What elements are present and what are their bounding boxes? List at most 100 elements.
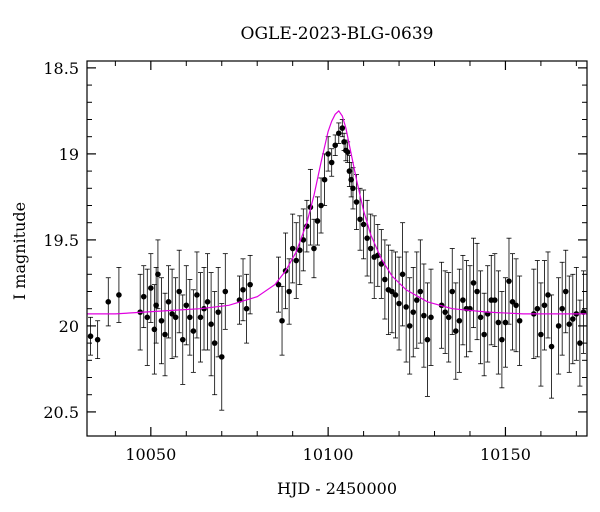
data-point xyxy=(332,142,339,149)
data-point xyxy=(346,168,353,174)
data-point xyxy=(364,235,370,241)
data-point xyxy=(545,292,551,298)
data-point xyxy=(442,309,448,315)
data-point xyxy=(577,340,583,346)
data-point xyxy=(562,288,569,295)
data-point xyxy=(243,305,250,312)
data-point xyxy=(449,288,456,295)
data-point xyxy=(417,288,424,295)
data-point xyxy=(314,218,321,224)
data-point xyxy=(218,354,225,360)
data-point xyxy=(211,340,218,346)
data-point xyxy=(538,331,544,338)
data-point xyxy=(566,321,573,327)
data-point xyxy=(477,314,484,321)
data-point xyxy=(172,314,179,321)
data-point xyxy=(413,297,420,303)
data-point xyxy=(311,245,317,252)
data-point xyxy=(548,343,555,350)
data-point xyxy=(158,317,165,324)
data-point xyxy=(421,312,427,319)
x-tick-label: 10100 xyxy=(303,445,354,464)
data-point xyxy=(318,202,324,209)
data-point xyxy=(222,288,229,295)
data-point xyxy=(559,305,565,312)
data-point xyxy=(509,299,516,305)
data-point xyxy=(460,297,466,303)
y-axis-label: I magnitude xyxy=(10,202,29,300)
data-point xyxy=(183,302,190,309)
data-point xyxy=(247,281,253,288)
data-point xyxy=(176,288,182,295)
data-point xyxy=(424,336,431,343)
data-point xyxy=(399,271,406,278)
data-point xyxy=(350,185,356,192)
data-point xyxy=(403,304,409,310)
data-point xyxy=(570,316,576,322)
plot-frame xyxy=(86,60,588,437)
model-curve xyxy=(87,109,587,315)
x-tick-label: 10150 xyxy=(480,445,531,464)
data-point xyxy=(300,237,307,243)
data-point xyxy=(215,309,222,315)
data-point xyxy=(406,323,413,329)
data-point xyxy=(474,288,480,295)
data-point xyxy=(321,176,328,183)
data-point xyxy=(153,302,159,309)
data-point xyxy=(148,285,154,291)
data-point xyxy=(179,336,186,343)
data-point xyxy=(541,302,548,309)
data-point xyxy=(506,278,512,284)
data-point xyxy=(204,299,211,305)
x-tick-label: 10050 xyxy=(125,445,176,464)
data-point xyxy=(162,331,168,338)
data-point xyxy=(240,286,246,293)
data-point xyxy=(286,288,292,295)
data-point xyxy=(513,302,519,309)
data-point xyxy=(555,323,562,329)
data-point xyxy=(348,176,354,183)
y-tick-label: 19 xyxy=(59,145,79,164)
data-point xyxy=(208,321,214,327)
data-point xyxy=(105,299,112,305)
data-point xyxy=(357,216,363,223)
data-point xyxy=(140,293,147,300)
axis-ticks: 10050 10100 10150 18.5 19 19.5 20 20.5 xyxy=(43,59,587,464)
data-point xyxy=(481,331,487,338)
data-point xyxy=(325,151,331,157)
y-tick-label: 20 xyxy=(59,317,79,336)
chart-title: OGLE-2023-BLG-0639 xyxy=(241,24,434,44)
data-point xyxy=(339,125,346,131)
data-point xyxy=(87,333,94,340)
data-point xyxy=(353,199,360,205)
data-point xyxy=(502,319,509,326)
data-point xyxy=(187,314,193,321)
data-point xyxy=(194,292,200,298)
error-bars xyxy=(88,119,586,411)
x-axis-label: HJD - 2450000 xyxy=(277,479,397,498)
data-point xyxy=(151,326,158,333)
y-tick-label: 20.5 xyxy=(43,403,79,422)
data-point xyxy=(169,311,175,317)
data-point xyxy=(470,280,477,286)
data-point xyxy=(94,336,101,343)
data-point xyxy=(344,149,351,155)
data-point xyxy=(378,261,385,267)
data-point xyxy=(389,288,395,295)
data-point xyxy=(452,328,459,334)
data-point xyxy=(289,245,296,252)
data-point xyxy=(499,336,505,343)
data-point xyxy=(296,247,303,254)
data-point xyxy=(367,245,374,252)
data-point xyxy=(328,159,335,166)
data-point xyxy=(428,314,434,321)
data-point xyxy=(293,257,300,264)
data-point xyxy=(155,271,161,278)
data-point xyxy=(275,281,282,288)
data-point xyxy=(360,221,367,228)
data-point xyxy=(495,319,502,326)
data-point xyxy=(382,276,388,283)
y-tick-label: 18.5 xyxy=(43,59,79,78)
data-point xyxy=(456,317,463,324)
data-point xyxy=(492,297,498,303)
